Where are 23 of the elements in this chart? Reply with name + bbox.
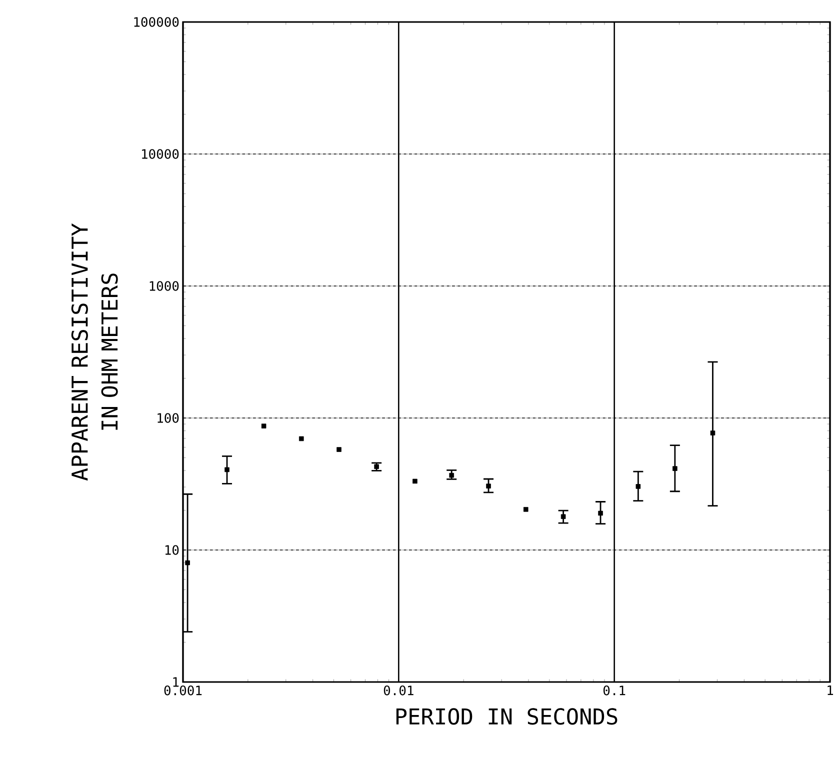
y-axis-title: APPARENT RESISTIVITY IN OHM METERS [71,223,118,481]
point [710,430,716,436]
x-tick-label: 0.1 [603,686,626,696]
point [449,472,454,478]
x-tick-label: 0.01 [384,686,414,696]
point [412,478,418,484]
y-tick-label: 10 [165,545,179,555]
point [672,466,678,471]
x-axis-title: PERIOD IN SECONDS [396,708,618,725]
y-tick-label: 100 [158,413,179,423]
point [523,507,528,512]
point [224,467,230,472]
point [336,447,342,452]
point [298,436,304,442]
point [261,424,266,428]
x-tick-label: 1 [828,686,834,695]
point [598,510,603,516]
point [636,484,641,489]
y-tick-label: 1000 [150,281,179,291]
y-tick-label: 100000 [134,17,179,27]
x-tick-label: 0.001 [164,686,202,696]
y-tick-label: 10000 [142,149,179,159]
y-tick-label: 1 [173,677,179,687]
